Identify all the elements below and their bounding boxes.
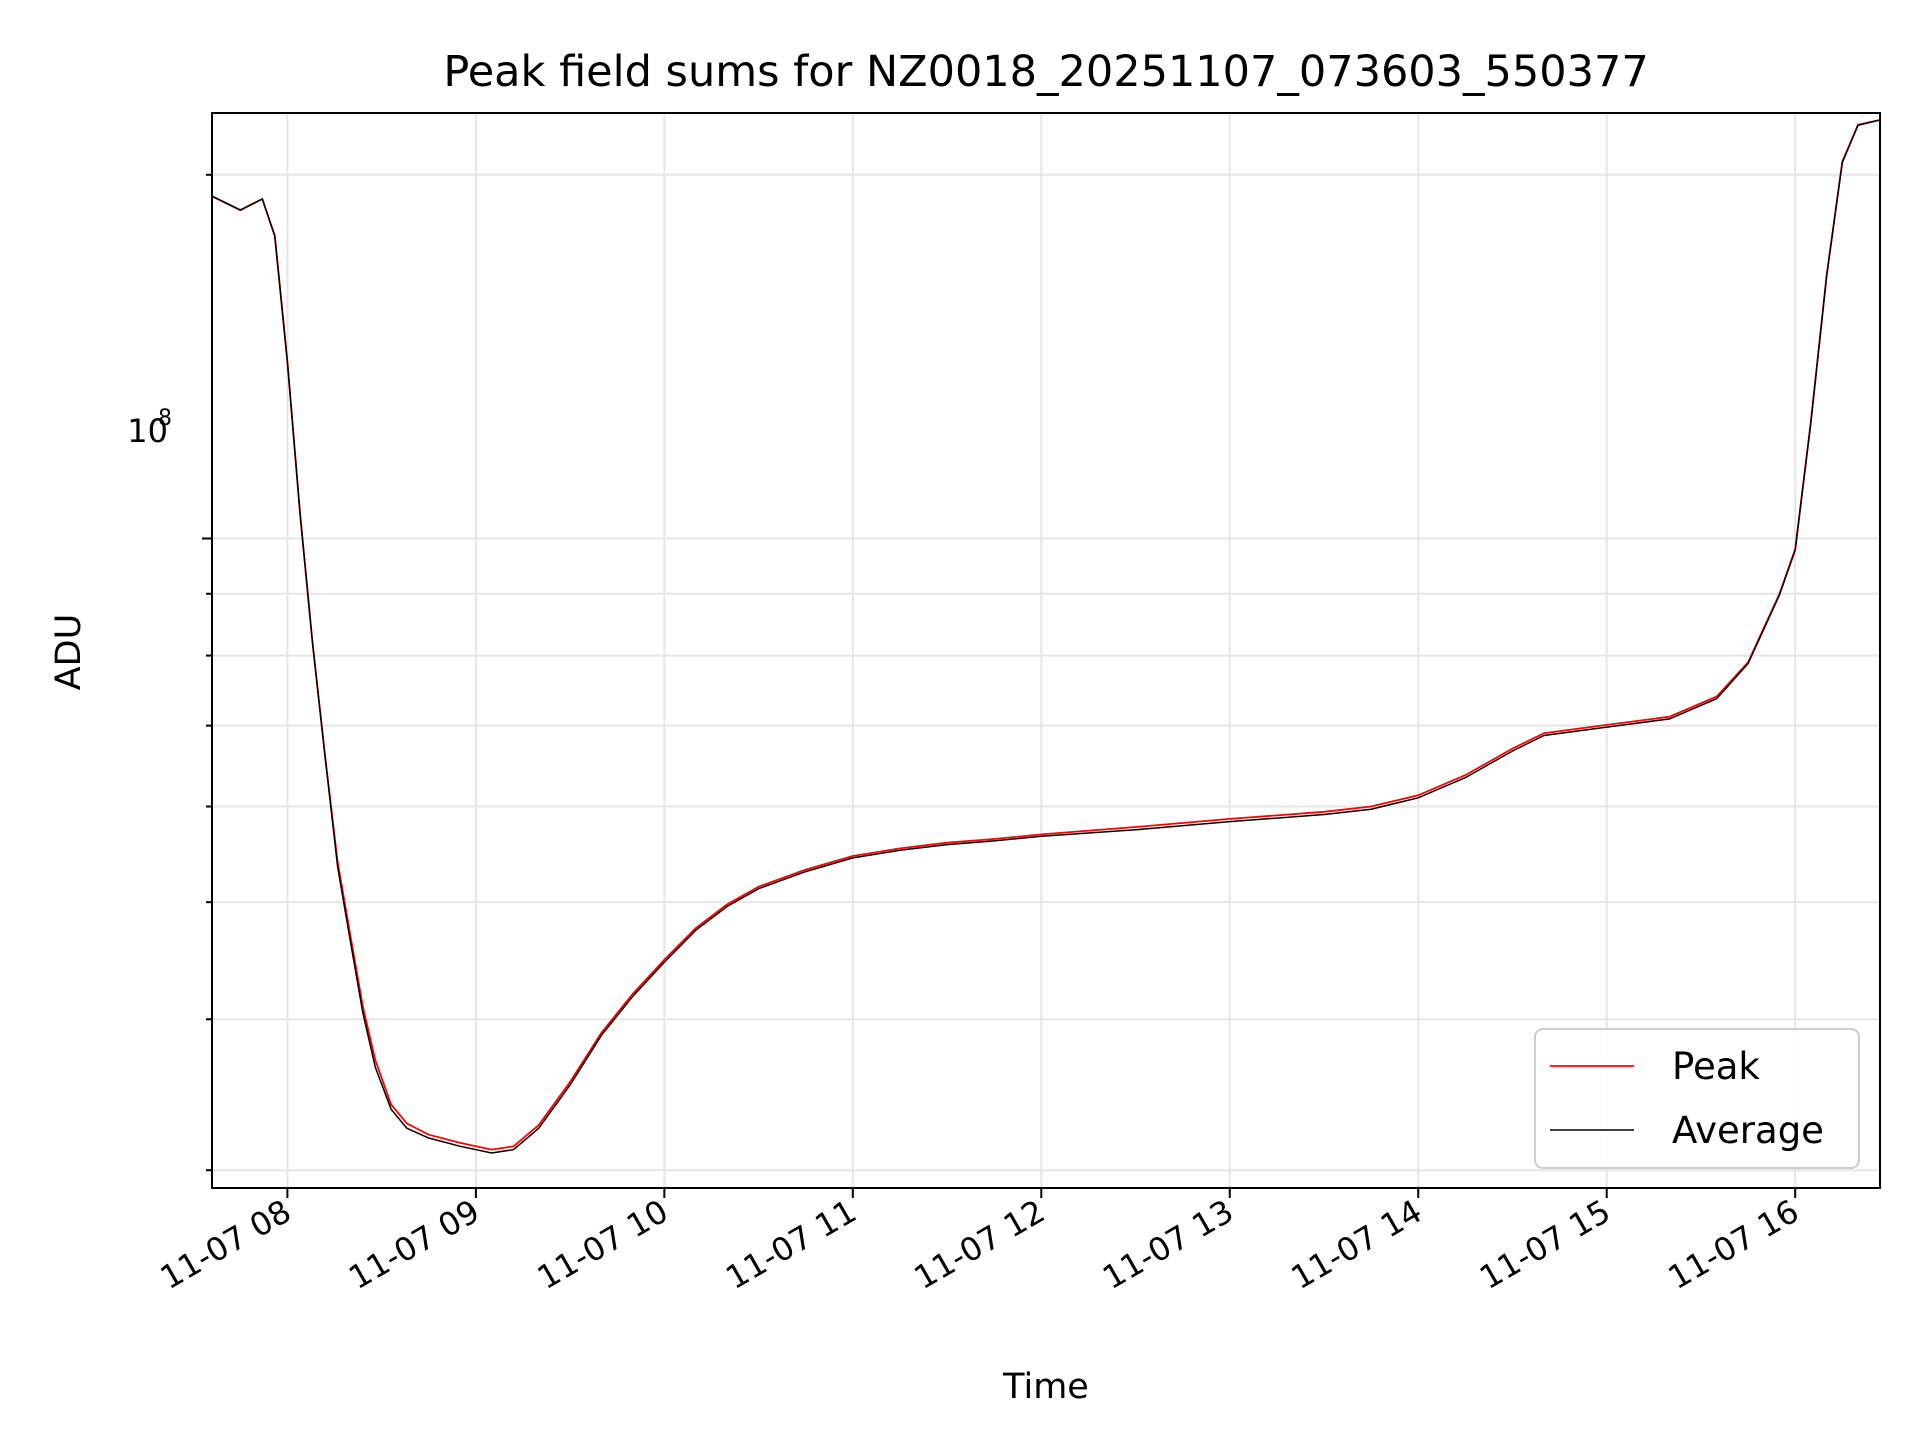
y-tick-label-exponent: 8 [158, 406, 172, 431]
legend-label-peak: Peak [1672, 1045, 1760, 1088]
legend-box [1534, 1028, 1860, 1169]
x-axis-label: Time [1002, 1367, 1089, 1407]
chart-title: Peak field sums for NZ0018_20251107_0736… [443, 47, 1648, 97]
legend-label-average: Average [1672, 1109, 1824, 1152]
y-axis-label: ADU [49, 614, 89, 691]
series-layer [212, 119, 1880, 1154]
y-tick-label-base: 10 [127, 412, 168, 450]
plot-frame [211, 112, 1881, 1189]
series-line-average [212, 119, 1880, 1154]
y-tick-label-1e8: 10 8 [127, 406, 172, 450]
legend: Peak Average [1534, 1028, 1860, 1169]
grid [212, 113, 1880, 1188]
series-line-peak [212, 119, 1880, 1151]
